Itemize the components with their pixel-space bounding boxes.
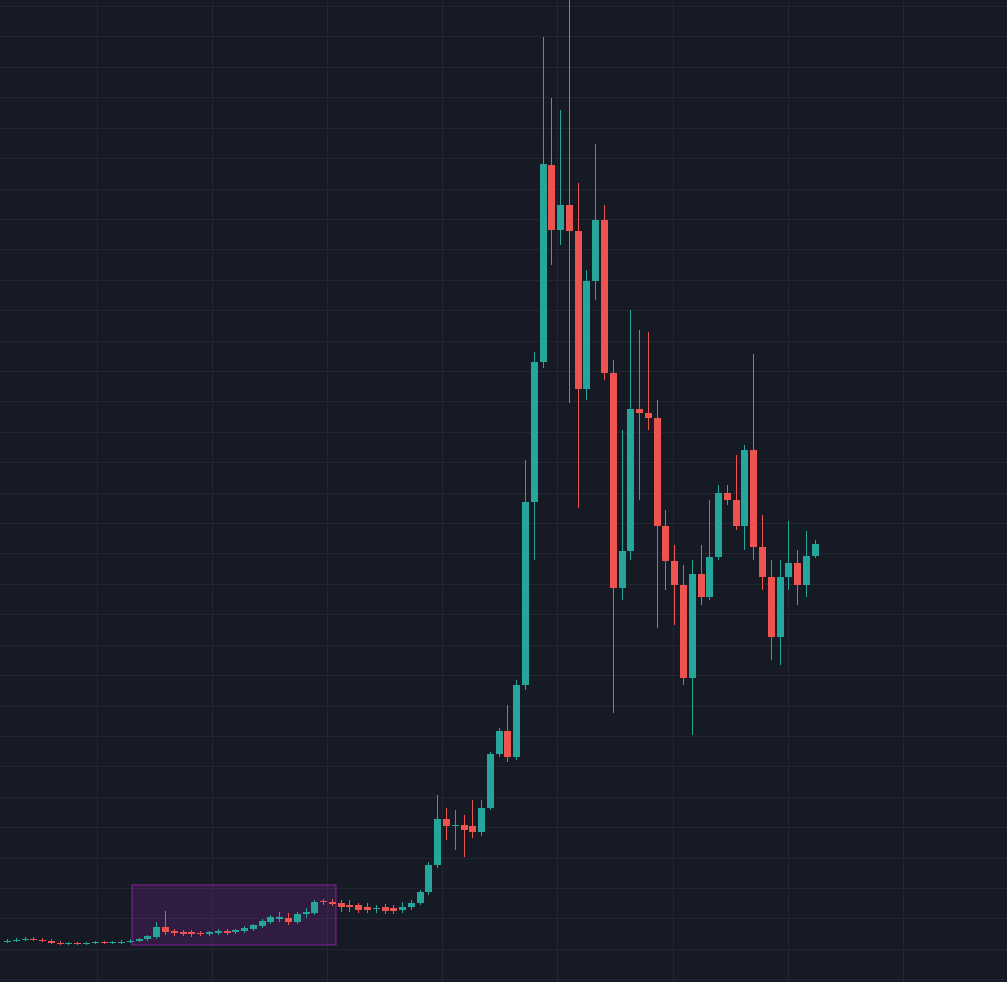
candle-body [206,932,213,934]
candle-body [171,931,178,933]
candle-body [48,941,55,943]
candle-body [645,413,652,418]
candle-body [153,927,160,937]
candle-body [250,925,257,929]
candle-body [504,731,511,757]
candle-body [215,931,222,933]
candle-body [724,493,731,500]
candle-body [759,547,766,577]
candle-body [57,943,64,944]
candle-body [443,819,450,826]
candle-body [513,685,520,757]
candle-body [22,939,29,940]
candle-body [548,165,555,230]
candle-body [188,932,195,934]
candle-body [636,409,643,413]
candle-body [74,943,81,944]
candle-body [610,373,617,588]
candle-body [399,907,406,910]
candle-body [531,362,538,502]
candle-body [540,164,547,362]
candle-body [30,939,37,940]
candle-body [127,941,134,942]
candle-body [109,942,116,943]
candle-body [417,892,424,903]
candle-body [601,220,608,373]
candle-body [768,577,775,637]
candle-body [654,418,661,526]
candle-body [803,556,810,585]
candle-body [197,933,204,934]
candle-body [715,493,722,557]
candle-body [566,205,573,231]
candle-body [592,220,599,281]
candle-body [311,902,318,913]
candle-body [662,526,669,561]
candle-body [619,551,626,588]
candle-body [671,561,678,585]
candle-body [294,914,301,922]
candle-body [478,808,485,832]
candle-body [346,905,353,907]
candle-body [557,205,564,230]
candle-body [733,500,740,526]
candle-body [408,903,415,907]
candle-body [136,939,143,941]
candle-body [373,908,380,909]
candle-body [92,942,99,943]
candle-body [434,819,441,865]
candle-body [224,931,231,933]
candle-body [469,826,476,832]
candle-body [267,917,274,922]
candle-body [452,825,459,826]
candle-body [285,918,292,922]
candle-body [162,927,169,932]
candle-body [583,281,590,389]
candle-body [65,943,72,944]
candle-body [425,865,432,892]
candle-body [522,502,529,685]
candle-body [627,409,634,551]
candle-body [83,943,90,944]
candle-body [390,908,397,911]
candle-body [496,731,503,754]
candle-body [338,903,345,907]
candle-body [812,544,819,556]
candle-body [232,930,239,932]
highlight-box [131,884,337,946]
candle-body [101,942,108,943]
candle-body [329,902,336,904]
candle-body [13,940,20,941]
candle-body [680,585,687,678]
candle-body [4,941,11,942]
candle-body [118,942,125,943]
candle-body [241,928,248,931]
candle-body [777,577,784,637]
candle-body [785,563,792,577]
candle-body [461,825,468,830]
candle-body [39,940,46,941]
candle-body [382,907,389,911]
candle-body [364,907,371,910]
candle-body [320,901,327,902]
candle-body [741,450,748,526]
candle-body [698,574,705,597]
candle-body [706,557,713,597]
candle-body [276,917,283,919]
candle-body [303,912,310,914]
candle-body [487,754,494,808]
candle-body [144,936,151,939]
candle-body [750,450,757,547]
candle-body [794,563,801,585]
candle-body [259,921,266,926]
candle-body [355,905,362,910]
candle-body [689,574,696,678]
candle-body [575,231,582,389]
candle-body [180,932,187,934]
